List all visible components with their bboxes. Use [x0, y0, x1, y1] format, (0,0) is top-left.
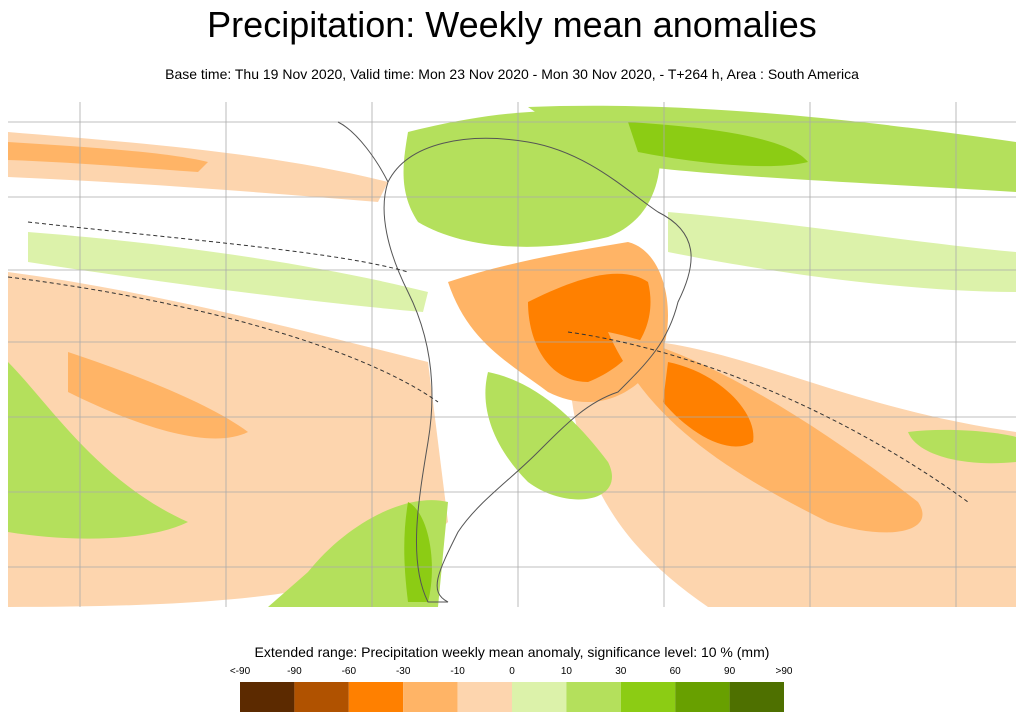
color-box: [620, 682, 676, 712]
color-box: [240, 682, 295, 712]
coastline: [383, 137, 692, 603]
legend-title: Extended range: Precipitation weekly mea…: [254, 644, 770, 660]
negative-area: [8, 142, 208, 172]
colorbar: <-90 -90 -60 -30 -10 0 10 30 60 90 >90: [230, 666, 793, 712]
color-box: [294, 682, 349, 712]
positive-area: [8, 362, 188, 539]
colorbar-label: -10: [450, 666, 465, 677]
positive-area: [908, 429, 1016, 464]
subtitle: Base time: Thu 19 Nov 2020, Valid time: …: [165, 66, 859, 82]
colorbar-label: 60: [670, 666, 682, 677]
colorbar-label: -60: [342, 666, 357, 677]
colorbar-label: >90: [776, 666, 793, 677]
strong-positive-area: [404, 502, 432, 602]
color-box: [675, 682, 730, 712]
colorbar-label: 10: [561, 666, 573, 677]
significance-contour: [8, 221, 969, 503]
colorbar-label: 30: [615, 666, 627, 677]
color-box: [457, 682, 512, 712]
map: [8, 102, 1016, 607]
positive-area: [668, 212, 1016, 292]
colorbar-label: -90: [287, 666, 302, 677]
coastline: [337, 121, 389, 183]
color-box: [512, 682, 567, 712]
title: Precipitation: Weekly mean anomalies: [207, 4, 817, 45]
strong-negative-area: [663, 362, 754, 447]
color-box: [348, 682, 404, 712]
positive-area: [268, 500, 448, 607]
positive-area: [485, 372, 612, 500]
colorbar-label: 0: [509, 666, 515, 677]
color-box: [566, 682, 621, 712]
positive-area: [28, 232, 428, 312]
color-box: [403, 682, 458, 712]
strong-positive-area: [628, 122, 808, 167]
colorbar-label: -30: [396, 666, 411, 677]
graticule: [8, 102, 1016, 607]
color-box: [729, 682, 784, 712]
colorbar-label: <-90: [230, 666, 251, 677]
colorbar-label: 90: [724, 666, 736, 677]
